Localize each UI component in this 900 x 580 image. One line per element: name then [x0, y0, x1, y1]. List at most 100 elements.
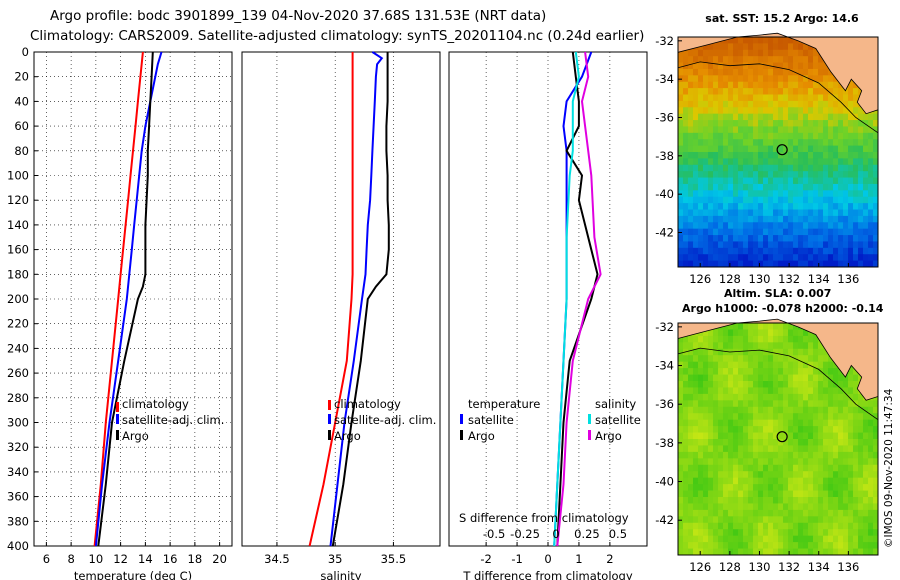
- bathymetry-contour: [677, 61, 879, 134]
- map-cell: [853, 183, 859, 191]
- map-cell: [818, 464, 824, 472]
- map-cell: [763, 484, 769, 491]
- map-cell: [713, 393, 719, 401]
- map-cell: [758, 88, 764, 95]
- map-cell: [803, 374, 809, 382]
- map-cell: [828, 139, 834, 147]
- map-cell: [803, 68, 809, 76]
- map-cell: [783, 335, 789, 343]
- map-cell: [703, 464, 709, 472]
- map-cell: [793, 183, 799, 191]
- map-cell: [808, 171, 814, 178]
- map-cell: [788, 419, 794, 427]
- map-cell: [863, 222, 869, 230]
- map-cell: [788, 368, 794, 375]
- map-cell: [823, 503, 829, 511]
- map-cell: [793, 458, 799, 466]
- map-cell: [758, 413, 764, 421]
- map-cell: [843, 400, 849, 408]
- map-cell: [758, 113, 764, 121]
- map-cell: [768, 529, 774, 537]
- map-cell: [833, 419, 839, 427]
- map-cell: [683, 260, 689, 268]
- map-cell: [858, 374, 864, 382]
- map-cell: [693, 516, 699, 524]
- series-line-satellite-adj-clim-: [329, 51, 384, 547]
- map-cell: [863, 152, 869, 159]
- map-cell: [818, 100, 824, 108]
- map-cell: [678, 548, 684, 556]
- map-cell: [733, 361, 739, 369]
- map-cell: [803, 529, 809, 537]
- map-cell: [853, 215, 859, 223]
- map-cell: [788, 62, 794, 70]
- map-cell: [833, 451, 839, 459]
- map-cell: [693, 145, 699, 153]
- map-cell: [773, 413, 779, 421]
- map-cell: [873, 451, 879, 459]
- map-cell: [708, 355, 714, 363]
- map-cell: [833, 490, 839, 498]
- map-cell: [743, 126, 749, 134]
- map-cell: [718, 535, 724, 543]
- map-cell: [798, 432, 804, 440]
- map-cell: [733, 477, 739, 485]
- map-cell: [848, 177, 854, 185]
- map-cell: [723, 56, 729, 63]
- map-cell: [843, 94, 849, 102]
- map-cell: [833, 503, 839, 511]
- map-cell: [753, 406, 759, 414]
- map-cell: [688, 529, 694, 537]
- legend-swatch-s-argo: [588, 430, 591, 440]
- map-cell: [858, 183, 864, 191]
- map-cell: [858, 190, 864, 198]
- map-cell: [853, 247, 859, 255]
- map-cell: [803, 419, 809, 427]
- map-cell: [818, 451, 824, 459]
- map-cell: [808, 158, 814, 166]
- map-cell: [768, 548, 774, 556]
- map-cell: [753, 107, 759, 115]
- map-cell: [858, 145, 864, 153]
- map-cell: [788, 94, 794, 102]
- map-cell: [793, 400, 799, 408]
- map-cell: [783, 222, 789, 230]
- map-cell: [788, 348, 794, 356]
- map-cell: [863, 484, 869, 491]
- map-cell: [768, 158, 774, 166]
- map-cell: [818, 190, 824, 198]
- map-cell: [863, 542, 869, 549]
- map-cell: [683, 400, 689, 408]
- map-cell: [768, 75, 774, 83]
- map-cell: [828, 145, 834, 153]
- map-cell: [728, 458, 734, 466]
- map-cell: [728, 37, 734, 44]
- map-cell: [728, 177, 734, 185]
- map-cell: [853, 120, 859, 127]
- map-cell: [783, 445, 789, 453]
- map-cell: [683, 190, 689, 198]
- map-cell: [783, 503, 789, 511]
- map-cell: [848, 132, 854, 140]
- map-cell: [723, 94, 729, 102]
- map-cell: [818, 426, 824, 433]
- map-cell: [688, 458, 694, 466]
- map-cell: [808, 355, 814, 363]
- map-cell: [738, 228, 744, 236]
- map-cell: [803, 43, 809, 51]
- legend-swatch-s-satellite: [588, 414, 591, 424]
- map-cell: [763, 241, 769, 249]
- map-cell: [693, 522, 699, 530]
- map-cell: [808, 62, 814, 70]
- map-cell: [873, 190, 879, 198]
- map-cell: [783, 37, 789, 44]
- map-cell: [688, 490, 694, 498]
- map-cell: [723, 432, 729, 440]
- map-cell: [763, 516, 769, 524]
- map-cell: [778, 484, 784, 491]
- map-cell: [688, 222, 694, 230]
- map-cell: [843, 196, 849, 204]
- map-cell: [848, 254, 854, 262]
- map-cell: [723, 490, 729, 498]
- map-cell: [818, 177, 824, 185]
